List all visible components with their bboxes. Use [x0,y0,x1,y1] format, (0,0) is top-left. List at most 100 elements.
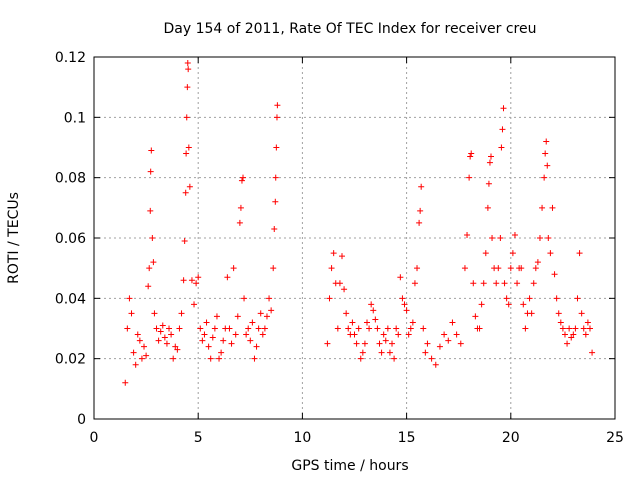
data-point [334,325,341,332]
data-point [330,250,337,257]
data-point [147,207,154,214]
data-point [586,325,593,332]
data-point [461,265,468,272]
data-point [532,265,539,272]
data-point [207,355,214,362]
data-point [542,150,549,157]
data-point [534,259,541,266]
data-point [205,343,212,350]
data-point [178,310,185,317]
data-point [464,231,471,238]
data-point [488,153,495,160]
axis-ticks [93,56,616,420]
data-point [128,310,135,317]
data-point [124,325,131,332]
y-tick-label: 0.04 [55,291,86,307]
data-point [247,337,254,344]
data-point [551,271,558,278]
data-point [499,126,506,133]
data-point [370,307,377,314]
data-point [407,325,414,332]
data-point [503,295,510,302]
data-point [149,235,156,241]
data-point [261,325,268,332]
data-point [376,340,383,347]
data-point [509,250,516,257]
data-point [470,280,477,287]
data-point [518,265,525,272]
data-point [480,280,487,287]
data-point [195,274,202,281]
data-point [163,340,170,347]
data-point [143,352,150,359]
data-point [228,340,235,347]
data-point [507,265,514,272]
data-point [409,319,416,326]
data-point [155,337,162,344]
grid-lines [94,57,615,419]
data-point [257,310,264,317]
data-point [268,307,275,314]
data-point [216,355,223,362]
data-point [353,340,360,347]
data-point [199,337,206,344]
data-point [566,325,573,332]
data-point [420,325,427,332]
data-point [336,280,343,287]
data-point [138,355,145,362]
data-point [185,66,192,73]
data-point [126,295,133,302]
data-point [553,295,560,302]
data-points [122,60,596,386]
data-point [544,162,551,169]
data-point [526,295,533,302]
data-point [241,295,248,302]
y-tick-label: 0 [77,412,86,428]
chart-title: Day 154 of 2011, Rate Of TEC Index for r… [163,21,536,37]
data-point [391,355,398,362]
data-point [272,198,279,205]
data-point [141,343,148,350]
data-point [466,174,473,181]
data-point [449,319,456,326]
data-point [403,307,410,314]
data-point [263,313,270,320]
data-point [384,325,391,332]
data-point [147,168,154,175]
x-tick-label: 5 [194,430,203,446]
data-point [476,325,483,332]
data-point [467,153,474,160]
data-point [161,334,168,341]
data-point [273,114,280,121]
data-point [150,259,157,266]
data-point [543,138,550,145]
data-point [184,60,191,67]
data-point [495,265,502,272]
data-point [230,265,237,272]
x-axis-label: GPS time / hours [291,458,408,474]
data-point [324,340,331,347]
data-point [145,283,152,290]
y-tick-label: 0.02 [55,352,86,368]
data-point [389,340,396,347]
data-point [366,325,373,332]
data-point [485,180,492,187]
data-point [411,280,418,287]
x-tick-labels: 0 5 10 15 20 25 [90,430,624,446]
data-point [159,322,166,329]
data-point [401,301,408,308]
data-point [157,328,164,335]
data-point [191,301,198,308]
data-point [549,204,556,211]
data-point [176,325,183,332]
y-axis-label: ROTI / TECUs [6,192,22,284]
data-point [238,177,245,184]
data-point [557,319,564,326]
data-point [570,331,577,338]
x-tick-label: 10 [293,430,311,446]
data-point [395,331,402,338]
data-point [130,349,137,356]
x-tick-label: 0 [90,430,99,446]
data-point [255,325,262,332]
data-point [589,349,596,356]
